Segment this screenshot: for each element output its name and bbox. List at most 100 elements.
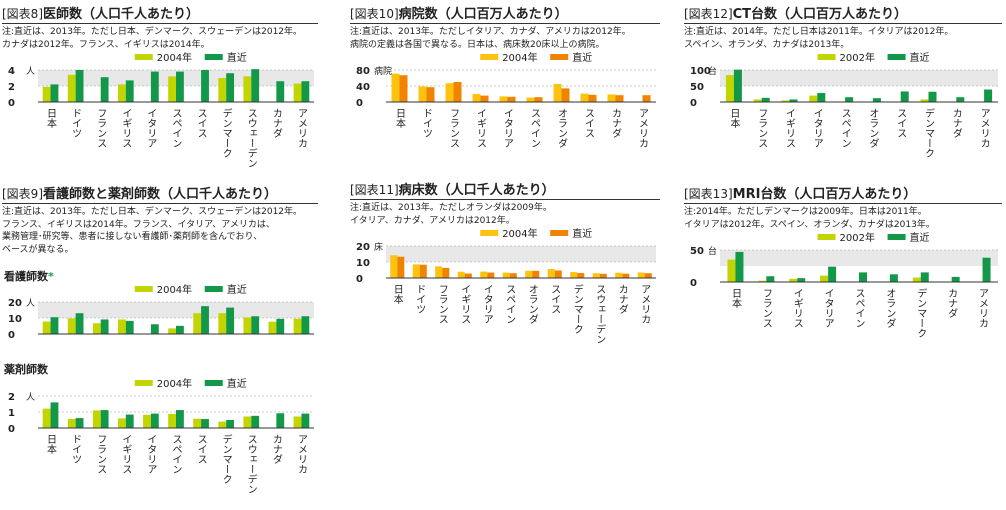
x-category-label: スイス — [549, 284, 561, 314]
x-category-label: イギリス — [120, 434, 132, 474]
grid-band — [386, 246, 656, 262]
bar — [725, 75, 734, 102]
bar — [92, 323, 101, 334]
bar — [727, 259, 736, 282]
bar — [168, 76, 176, 102]
bar — [150, 413, 159, 428]
x-category-label: イギリス — [459, 284, 471, 324]
y-tick-label: 0 — [8, 424, 15, 435]
figure-title: CT台数（人口百万人あたり） — [732, 7, 908, 22]
bar — [920, 99, 929, 102]
bar — [67, 74, 76, 102]
y-unit-label: 人 — [26, 392, 35, 403]
figure-number: [図表13] — [684, 187, 733, 201]
bar — [201, 70, 209, 102]
bar — [201, 419, 209, 428]
bar — [201, 306, 209, 334]
x-category-label: 日本 — [729, 288, 741, 309]
bar — [390, 255, 398, 278]
bar — [50, 84, 59, 102]
legend-label: 2004年 — [502, 51, 537, 64]
bar — [168, 413, 176, 428]
figure-title: 病院数（人口百万人あたり） — [398, 7, 568, 22]
legend-swatch — [887, 54, 906, 60]
y-tick-label: 10 — [356, 258, 370, 269]
mri-chart: 2002年 直近 0 50 台日本 フランス イギリス イタリア スペイン オランダ デンマーク カナ… — [690, 231, 998, 338]
legend-label: 直近 — [910, 51, 930, 64]
nurses-subtitle: 看護師数* — [4, 268, 54, 284]
legend-swatch — [550, 54, 569, 60]
bar — [243, 76, 252, 102]
x-category-label: デンマーク — [220, 107, 232, 158]
x-category-label: スペイン — [170, 108, 182, 148]
bar — [951, 276, 960, 282]
bar — [453, 82, 462, 102]
bar — [872, 98, 881, 102]
bar — [547, 269, 555, 278]
y-tick-label: 0 — [690, 278, 697, 289]
bar — [487, 272, 495, 278]
bar — [956, 97, 965, 102]
bar — [42, 408, 51, 428]
note-line: ベースが異なる。 — [2, 244, 74, 255]
panel-header: [図表10]病院数（人口百万人あたり） — [350, 4, 660, 24]
x-category-label: カナダ — [610, 108, 622, 138]
bar — [391, 73, 400, 102]
bar — [889, 274, 898, 282]
bar — [125, 320, 134, 334]
x-category-label: イギリス — [784, 108, 796, 148]
doctors-chart: 2004年 直近 0 2 4 人日本 ドイツ フランス イギリス イタリア スペイン スイス デンマーク… — [8, 51, 314, 168]
bar — [92, 410, 101, 428]
bar — [859, 272, 867, 282]
bar — [472, 94, 481, 102]
x-category-label: 日本 — [728, 108, 740, 129]
note-line: 注:直近は、2013年。ただしオランダは2009年。 — [350, 203, 552, 213]
bar — [480, 95, 489, 102]
bar — [766, 276, 775, 282]
bar — [789, 278, 798, 282]
x-category-label: アメリカ — [295, 108, 306, 148]
x-category-label: アメリカ — [639, 284, 650, 324]
note-line: 病院の定義は各国で異なる。日本は、病床数20床以上の病院。 — [350, 39, 605, 50]
y-tick-label: 80 — [356, 66, 370, 77]
grid-band — [720, 70, 998, 86]
x-category-label: スペイン — [839, 108, 851, 148]
x-category-label: フランス — [436, 284, 447, 324]
x-category-label: イギリス — [791, 288, 803, 328]
y-unit-label: 人 — [26, 66, 35, 77]
panel-nurses-pharmacists: [図表9]看護師数と薬剤師数（人口千人あたり） 注:直近は、2013年。ただし日… — [2, 184, 318, 256]
bar — [615, 272, 623, 278]
y-unit-label: 台 — [708, 245, 717, 257]
bar — [150, 324, 159, 334]
y-tick-label: 2 — [8, 82, 15, 93]
x-category-label: イタリア — [145, 434, 157, 474]
bar — [781, 100, 790, 102]
y-tick-label: 2 — [8, 392, 15, 403]
bar — [218, 313, 227, 334]
x-category-label: 日本 — [45, 108, 57, 129]
bar — [622, 273, 630, 278]
bar — [761, 97, 770, 102]
bar — [226, 420, 235, 428]
legend-label: 直近 — [910, 231, 930, 244]
bar — [588, 94, 597, 102]
bar — [526, 97, 535, 102]
bar — [226, 307, 235, 334]
bar — [42, 321, 51, 334]
bar — [509, 273, 517, 278]
x-category-label: スペイン — [504, 284, 516, 324]
panel-header: [図表12]CT台数（人口百万人あたり） — [684, 4, 1002, 24]
x-category-label: イギリス — [120, 108, 132, 148]
x-category-label: ドイツ — [70, 108, 82, 138]
bar — [397, 256, 405, 278]
x-category-label: フランス — [95, 108, 106, 148]
legend-label: 直近 — [572, 227, 592, 240]
x-category-label: カナダ — [946, 288, 958, 318]
x-category-label: スイス — [195, 434, 207, 464]
bar — [607, 94, 616, 102]
bar — [599, 273, 607, 278]
legend-swatch — [550, 230, 569, 236]
note-line: 注:直近は、2014年。ただし日本は2011年。イタリアは2012年。 — [684, 27, 954, 37]
